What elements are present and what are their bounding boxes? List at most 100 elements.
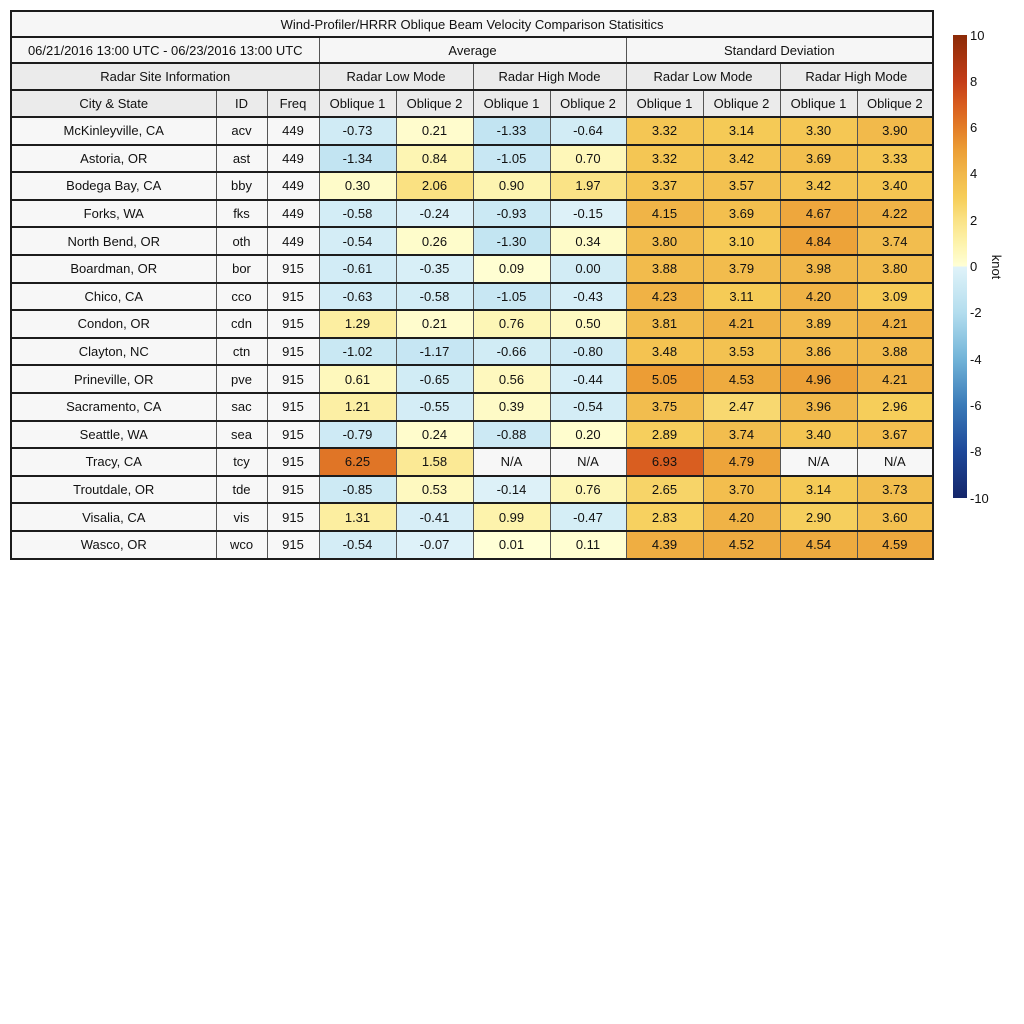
value-cell: 3.32 bbox=[625, 116, 704, 146]
group-row-2: Radar Site Information Radar Low Mode Ra… bbox=[10, 62, 934, 91]
value-cell: 4.84 bbox=[779, 226, 858, 256]
colorbar-tick-label: 6 bbox=[970, 120, 978, 136]
value-cell: 3.42 bbox=[779, 171, 858, 201]
value-cell: 3.42 bbox=[702, 143, 781, 174]
value-cell: 3.48 bbox=[625, 336, 704, 367]
table-row: Astoria, OR ast 449 -1.34 0.84 -1.05 0.70 3.32 3… bbox=[10, 143, 934, 174]
value-cell: 2.96 bbox=[856, 391, 934, 422]
id-cell: sea bbox=[215, 419, 268, 450]
value-cell: 0.61 bbox=[318, 364, 397, 394]
value-cell: N/A bbox=[472, 447, 551, 477]
city-cell: Visalia, CA bbox=[10, 502, 217, 532]
oblique1-header: Oblique 1 bbox=[779, 89, 858, 118]
freq-cell: 449 bbox=[266, 143, 320, 174]
value-cell: 1.31 bbox=[318, 502, 397, 532]
oblique1-header: Oblique 1 bbox=[318, 89, 397, 118]
freq-cell: 449 bbox=[266, 171, 320, 201]
value-cell: 4.21 bbox=[702, 309, 781, 339]
value-cell: -1.05 bbox=[472, 143, 551, 174]
table-row: Seattle, WA sea 915 -0.79 0.24 -0.88 0.20 2.89 3… bbox=[10, 419, 934, 450]
table-row: Clayton, NC ctn 915 -1.02 -1.17 -0.66 -0.80 3.4… bbox=[10, 336, 934, 367]
table-row: Tracy, CA tcy 915 6.25 1.58 N/A N/A 6.93 4.79 N/A… bbox=[10, 447, 934, 477]
colorbar-tick-label: 10 bbox=[970, 27, 985, 43]
title-row: Wind-Profiler/HRRR Oblique Beam Velocity… bbox=[10, 10, 934, 38]
oblique2-header: Oblique 2 bbox=[395, 89, 474, 118]
value-cell: 0.90 bbox=[472, 171, 551, 201]
city-cell: Astoria, OR bbox=[10, 143, 217, 174]
id-cell: vis bbox=[215, 502, 268, 532]
table-row: Chico, CA cco 915 -0.63 -0.58 -1.05 -0.43 4.23 3… bbox=[10, 281, 934, 312]
value-cell: -1.02 bbox=[318, 336, 397, 367]
freq-cell: 915 bbox=[266, 502, 320, 532]
value-cell: 0.56 bbox=[472, 364, 551, 394]
value-cell: 3.70 bbox=[702, 474, 781, 505]
value-cell: 3.32 bbox=[625, 143, 704, 174]
value-cell: 1.21 bbox=[318, 391, 397, 422]
value-cell: 1.97 bbox=[549, 171, 627, 201]
value-cell: -0.55 bbox=[395, 391, 474, 422]
value-cell: 1.58 bbox=[395, 447, 474, 477]
city-cell: Clayton, NC bbox=[10, 336, 217, 367]
value-cell: 4.22 bbox=[856, 198, 934, 229]
value-cell: 0.11 bbox=[549, 529, 627, 560]
value-cell: 5.05 bbox=[625, 364, 704, 394]
colorbar-tick-label: 0 bbox=[970, 259, 978, 274]
value-cell: -0.24 bbox=[395, 198, 474, 229]
id-cell: bby bbox=[215, 171, 268, 201]
value-cell: 4.20 bbox=[702, 502, 781, 532]
freq-header: Freq bbox=[266, 89, 320, 118]
city-cell: North Bend, OR bbox=[10, 226, 217, 256]
value-cell: -1.33 bbox=[472, 116, 551, 146]
value-cell: -1.34 bbox=[318, 143, 397, 174]
oblique2-header: Oblique 2 bbox=[549, 89, 627, 118]
colorbar-tick-label: 4 bbox=[970, 166, 978, 182]
freq-cell: 915 bbox=[266, 529, 320, 560]
freq-cell: 915 bbox=[266, 364, 320, 394]
city-cell: Wasco, OR bbox=[10, 529, 217, 560]
value-cell: N/A bbox=[856, 447, 934, 477]
value-cell: N/A bbox=[549, 447, 627, 477]
std-low-mode-header: Radar Low Mode bbox=[625, 62, 781, 91]
table-title: Wind-Profiler/HRRR Oblique Beam Velocity… bbox=[10, 10, 934, 38]
avg-low-mode-header: Radar Low Mode bbox=[318, 62, 474, 91]
value-cell: 0.50 bbox=[549, 309, 627, 339]
value-cell: 3.86 bbox=[779, 336, 858, 367]
id-cell: tde bbox=[215, 474, 268, 505]
value-cell: 4.20 bbox=[779, 281, 858, 312]
value-cell: 0.76 bbox=[472, 309, 551, 339]
id-cell: acv bbox=[215, 116, 268, 146]
value-cell: 0.21 bbox=[395, 116, 474, 146]
freq-cell: 915 bbox=[266, 336, 320, 367]
table-row: Boardman, OR bor 915 -0.61 -0.35 0.09 0.00 3.88… bbox=[10, 253, 934, 284]
colorbar-tick-label: 8 bbox=[970, 73, 978, 89]
value-cell: 3.40 bbox=[779, 419, 858, 450]
city-state-header: City & State bbox=[10, 89, 217, 118]
value-cell: 4.59 bbox=[856, 529, 934, 560]
value-cell: -0.47 bbox=[549, 502, 627, 532]
id-cell: fks bbox=[215, 198, 268, 229]
value-cell: -0.15 bbox=[549, 198, 627, 229]
value-cell: -0.58 bbox=[395, 281, 474, 312]
value-cell: 3.98 bbox=[779, 253, 858, 284]
city-cell: Condon, OR bbox=[10, 309, 217, 339]
value-cell: 3.14 bbox=[779, 474, 858, 505]
value-cell: 3.60 bbox=[856, 502, 934, 532]
value-cell: -0.85 bbox=[318, 474, 397, 505]
value-cell: -0.14 bbox=[472, 474, 551, 505]
value-cell: 0.34 bbox=[549, 226, 627, 256]
value-cell: 3.69 bbox=[779, 143, 858, 174]
value-cell: 3.73 bbox=[856, 474, 934, 505]
freq-cell: 449 bbox=[266, 226, 320, 256]
value-cell: 3.57 bbox=[702, 171, 781, 201]
value-cell: 0.26 bbox=[395, 226, 474, 256]
value-cell: 2.06 bbox=[395, 171, 474, 201]
colorbar-tick-label: -8 bbox=[970, 444, 982, 460]
city-cell: McKinleyville, CA bbox=[10, 116, 217, 146]
value-cell: 0.20 bbox=[549, 419, 627, 450]
table-row: Wasco, OR wco 915 -0.54 -0.07 0.01 0.11 4.39 4.5… bbox=[10, 529, 934, 560]
city-cell: Seattle, WA bbox=[10, 419, 217, 450]
table-row: McKinleyville, CA acv 449 -0.73 0.21 -1.33 -0.… bbox=[10, 116, 934, 146]
statistics-table: Wind-Profiler/HRRR Oblique Beam Velocity… bbox=[10, 10, 935, 560]
value-cell: 4.23 bbox=[625, 281, 704, 312]
